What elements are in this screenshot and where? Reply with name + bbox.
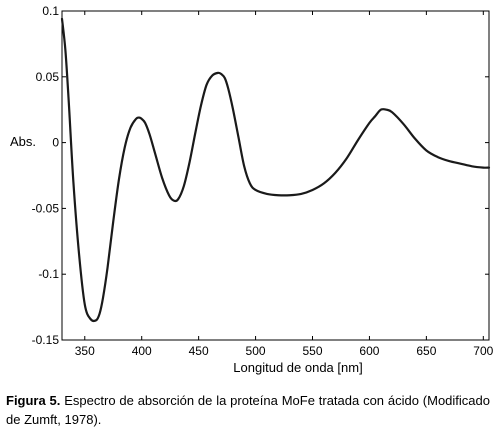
axes [61, 10, 490, 341]
x-tick-label: 500 [246, 344, 266, 358]
y-tick-label: 0.05 [36, 70, 60, 84]
x-tick-label: 550 [302, 344, 322, 358]
y-tick-label: -0.15 [32, 333, 60, 347]
y-axis-label: Abs. [10, 134, 36, 149]
y-tick-label: -0.1 [38, 267, 59, 281]
x-tick-label: 450 [189, 344, 209, 358]
plot-frame [61, 10, 490, 341]
figure-caption: Figura 5. Espectro de absorción de la pr… [6, 391, 490, 429]
x-tick-label: 700 [473, 344, 493, 358]
spectrum-line [60, 17, 491, 323]
y-tick-label: 0 [52, 136, 59, 150]
x-tick-label: 350 [75, 344, 95, 358]
figure-caption-label: Figura 5. [6, 393, 61, 408]
figure-caption-text: Espectro de absorción de la proteína MoF… [6, 393, 490, 427]
y-tick-label: -0.05 [32, 201, 60, 215]
x-axis-label: Longitud de onda [nm] [233, 360, 362, 375]
y-tick-label: 0.1 [42, 4, 59, 18]
x-tick-label: 400 [132, 344, 152, 358]
series-layer [60, 17, 491, 323]
x-tick-label: 650 [416, 344, 436, 358]
axis-ticks: 350 400 450 500 550 600 650 700 0.1 0.05 0 -0.05 -0.… [32, 4, 494, 358]
absorption-spectrum-chart: 350 400 450 500 550 600 650 700 0.1 0.05 0 -0.05 -0.… [10, 4, 494, 375]
x-tick-label: 600 [359, 344, 379, 358]
